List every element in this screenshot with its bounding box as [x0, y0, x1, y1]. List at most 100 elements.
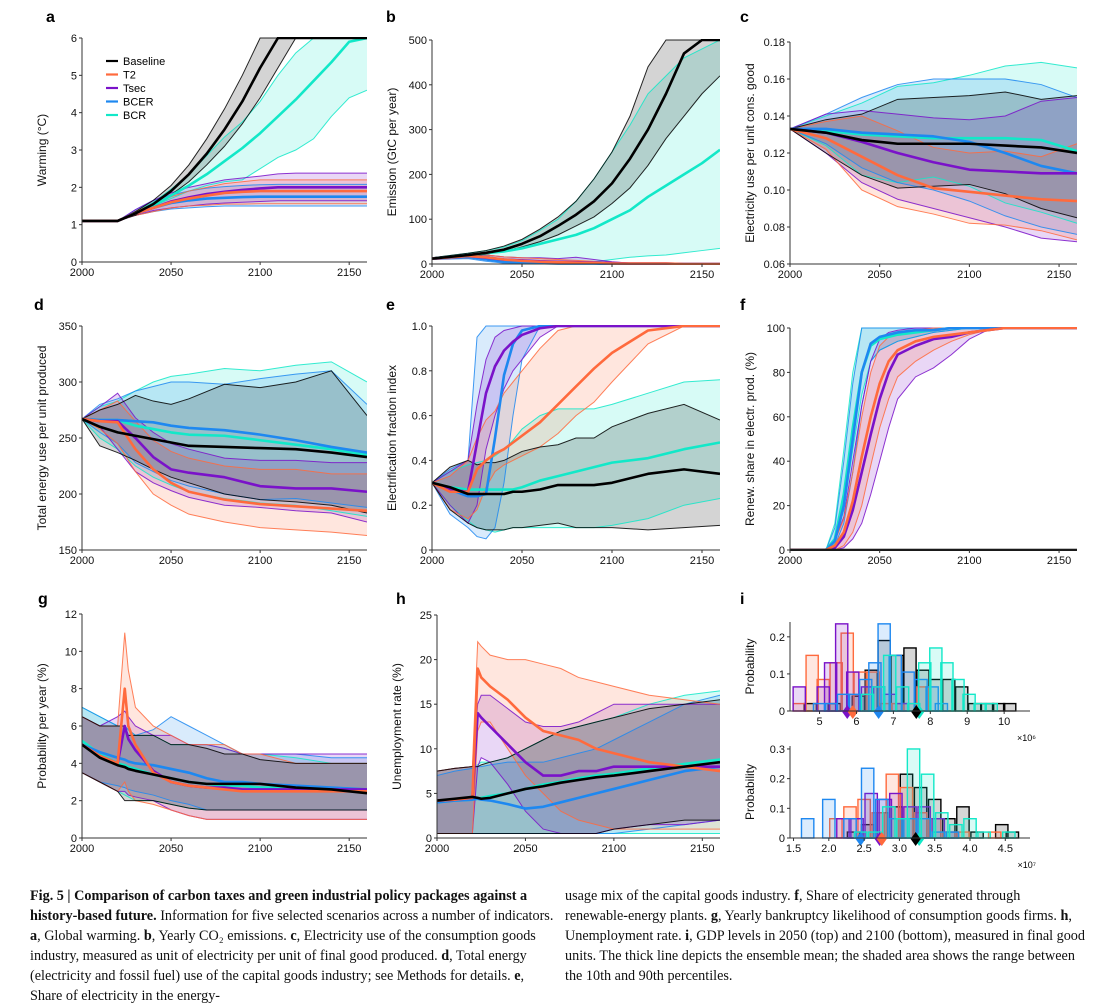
y-tick-label: 2 [71, 796, 77, 808]
line-mean-t2 [82, 687, 367, 793]
band-bcr [82, 707, 367, 810]
hist-bar-bcer [860, 767, 875, 839]
hist-bar-bcr [949, 823, 963, 839]
line-p90-bcer [82, 370, 367, 420]
line-p10-t2 [790, 128, 1077, 241]
band-t2 [432, 326, 720, 519]
y-tick-label: 0 [421, 259, 427, 271]
x-tick-label: 7 [890, 716, 896, 728]
line-p90-t2 [82, 632, 367, 764]
y-tick-label: 0.08 [764, 222, 785, 234]
line-p90-baseline [790, 91, 1077, 130]
y-tick-label: 10 [65, 646, 77, 658]
panel-i-top: i 0 0.1 0.2 5 6 7 8 9 10 Probability ×10⁶ [740, 591, 1036, 743]
y-axis-label: Probability [743, 764, 757, 820]
y-tick-label: 400 [409, 80, 427, 92]
plot-area [432, 325, 720, 540]
band-tsec [790, 328, 1077, 550]
panel-label: c [740, 9, 749, 26]
line-mean-t2 [790, 127, 1077, 203]
panel-label: a [46, 9, 55, 26]
line-p90-bcr [82, 361, 367, 420]
panel-b: b 0 100 200 300 400 500 2000 2050 2100 2150 Emissio… [385, 9, 720, 281]
x-tick-label: 2150 [337, 555, 361, 567]
band-baseline [437, 699, 720, 834]
x-tick-label: 2050 [510, 269, 534, 281]
line-p90-baseline [82, 370, 367, 420]
x-tick-label: 2100 [248, 843, 272, 855]
y-tick-label: 1.0 [412, 321, 427, 333]
y-tick-label: 10 [420, 744, 432, 756]
x-tick-label: 2100 [248, 267, 272, 279]
y-tick-label: 6 [71, 721, 77, 733]
band-tsec [432, 254, 720, 264]
x-tick-label: 2150 [1047, 555, 1071, 567]
line-mean-baseline [82, 37, 367, 223]
y-axis-label: Renew. share in electr. prod. (%) [743, 352, 757, 526]
plot-area [82, 37, 367, 223]
y-tick-label: 0.14 [764, 111, 785, 123]
line-p10-tsec [790, 327, 1077, 551]
hist-bar-bcr [895, 686, 910, 712]
line-p10-baseline [790, 128, 1077, 219]
x-tick-label: 2.5 [856, 843, 871, 855]
hist-bar-bcr [984, 702, 999, 712]
panel-label: b [386, 9, 396, 26]
mean-marker-t2 [876, 832, 887, 846]
band-baseline [790, 91, 1077, 218]
y-tick-label: 0.2 [770, 632, 785, 644]
x-multiplier-label: ×10⁷ [1017, 860, 1036, 870]
y-tick-label: 0 [71, 257, 77, 269]
band-tsec [437, 695, 720, 834]
panel-d: d 150 200 250 300 350 2000 2050 2100 2150 Total en… [34, 297, 367, 567]
x-tick-label: 2050 [510, 555, 534, 567]
y-tick-label: 12 [65, 609, 77, 621]
figure-caption-left: Fig. 5 | Comparison of carbon taxes and … [30, 888, 554, 1004]
panel-g: g 0 2 4 6 8 10 12 2000 2050 2100 2150 Probability pe… [35, 591, 367, 855]
hist-bar-t2 [805, 654, 819, 712]
y-tick-label: 15 [420, 699, 432, 711]
x-tick-label: 10 [998, 716, 1010, 728]
hist-bar-bcer [823, 702, 838, 712]
panel-a: a 0 1 2 3 4 5 6 2000 2050 2100 2150 Warming (°C) Base… [35, 9, 367, 279]
y-tick-label: 500 [409, 35, 427, 47]
y-axis-label: Emission (GtC per year) [385, 88, 399, 217]
hist-bar-bcr [917, 662, 932, 712]
y-axis-label: Probability [743, 638, 757, 694]
y-tick-label: 0.1 [770, 803, 785, 815]
line-p10-baseline [432, 482, 720, 531]
plot-area [792, 623, 1017, 712]
x-tick-label: 2100 [957, 269, 981, 281]
band-bcr [82, 361, 367, 517]
band-t2 [437, 641, 720, 834]
x-tick-label: 2050 [159, 843, 183, 855]
y-tick-label: 0 [779, 833, 785, 845]
y-tick-label: 0.10 [764, 185, 785, 197]
hist-bar-bcr [929, 647, 943, 712]
x-tick-label: 2000 [778, 555, 802, 567]
line-p90-bcer [790, 78, 1077, 130]
line-mean-baseline [432, 39, 720, 260]
y-tick-label: 80 [773, 367, 785, 379]
mean-marker-bcer [873, 705, 884, 719]
plot-area [82, 361, 367, 536]
panel-f: f 0 20 40 60 80 100 2000 2050 2100 2150 Renew. shar… [740, 297, 1077, 567]
x-tick-label: 2000 [425, 843, 449, 855]
y-tick-label: 20 [773, 501, 785, 513]
y-tick-label: 0.2 [412, 500, 427, 512]
x-tick-label: 2150 [337, 843, 361, 855]
line-p90-tsec [82, 172, 367, 222]
x-tick-label: 2150 [1047, 269, 1071, 281]
panel-label: g [38, 591, 48, 608]
line-p90-baseline [432, 39, 720, 259]
line-p10-t2 [437, 721, 720, 835]
y-tick-label: 0.16 [764, 74, 785, 86]
band-bcr [432, 40, 720, 263]
x-tick-label: 1.5 [786, 843, 801, 855]
y-tick-label: 100 [409, 214, 427, 226]
line-mean-t2 [437, 667, 720, 802]
y-tick-label: 25 [420, 610, 432, 622]
y-axis-label: Warming (°C) [35, 114, 49, 186]
x-tick-label: 2100 [600, 555, 624, 567]
panel-label: e [386, 297, 395, 314]
